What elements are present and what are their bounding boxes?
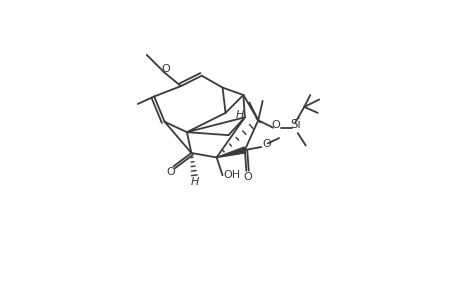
Text: O: O (271, 120, 280, 130)
Text: O: O (162, 64, 170, 74)
Text: OH: OH (223, 170, 240, 180)
Text: O: O (166, 167, 174, 177)
Polygon shape (216, 147, 245, 158)
Text: Si: Si (290, 118, 301, 131)
Text: O: O (243, 172, 252, 182)
Text: H: H (190, 177, 199, 187)
Text: O: O (262, 139, 270, 149)
Text: H: H (235, 110, 243, 120)
